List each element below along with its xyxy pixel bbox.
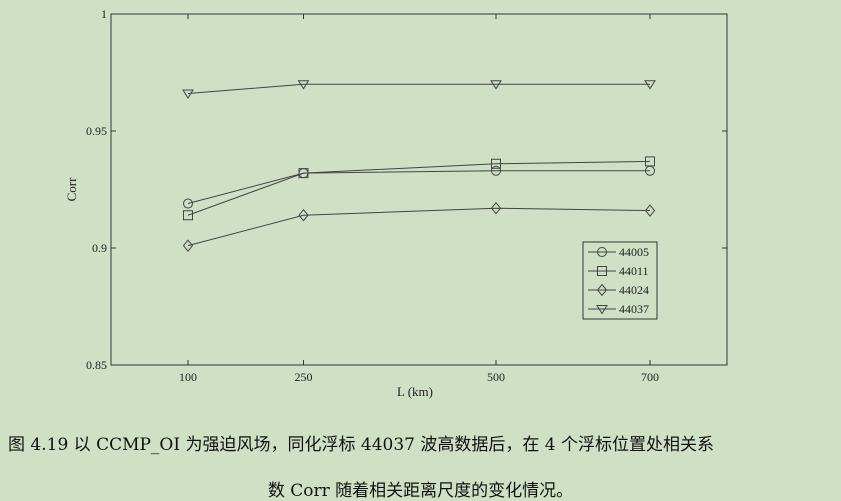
- data-point: [183, 198, 193, 209]
- legend-box: [582, 241, 658, 320]
- legend-marker: [596, 283, 608, 297]
- series-44005: [183, 165, 655, 209]
- legend-marker: [596, 305, 608, 315]
- y-tick-label: 0.95: [86, 124, 107, 138]
- x-tick-label: 500: [487, 370, 505, 384]
- y-tick-label: 1: [101, 7, 107, 21]
- series-line: [187, 207, 651, 247]
- data-point: [644, 204, 656, 217]
- legend-marker: [597, 247, 607, 257]
- series-line: [187, 170, 650, 205]
- data-point: [490, 201, 502, 215]
- data-point: [491, 158, 501, 169]
- series-layer: [182, 80, 656, 252]
- plot-frame: [110, 13, 728, 366]
- axes: 0.85 0.9 0.95 1 100 250 500 700 L (km) Corr: [64, 7, 728, 399]
- caption-line-2: 数 Corr 随着相关距离尺度的变化情况。: [267, 481, 574, 501]
- legend-label: 44024: [619, 283, 649, 297]
- caption-line-1: 图 4.19 以 CCMP_OI 为强迫风场，同化浮标 44037 波高数据后，…: [8, 435, 714, 455]
- series-44037: [182, 80, 656, 100]
- legend-label: 44037: [619, 302, 649, 316]
- legend-marker: [597, 266, 607, 276]
- legend-label: 44011: [619, 264, 649, 278]
- data-point: [297, 80, 310, 90]
- x-tick-label: 100: [179, 370, 197, 384]
- data-point: [645, 156, 655, 167]
- x-tick-label: 250: [295, 370, 313, 384]
- series-44024: [182, 201, 656, 252]
- data-point: [490, 80, 502, 90]
- data-point: [183, 210, 193, 221]
- x-axis-label: L (km): [397, 384, 433, 399]
- y-tick-label: 0.85: [86, 358, 107, 372]
- y-axis-label: Corr: [64, 177, 79, 202]
- data-point: [491, 165, 501, 176]
- data-point: [182, 89, 194, 100]
- series-line: [187, 83, 650, 95]
- x-tick-label: 700: [641, 370, 659, 384]
- data-point: [298, 208, 309, 222]
- legend: 44005 44011 44024 44037: [582, 241, 658, 320]
- legend-label: 44005: [619, 245, 649, 259]
- series-line: [187, 160, 651, 216]
- data-point: [298, 168, 309, 179]
- data-point: [182, 239, 194, 252]
- chart: 0.85 0.9 0.95 1 100 250 500 700 L (km) Corr 44005…: [64, 7, 728, 399]
- data-point: [644, 80, 656, 90]
- series-44011: [183, 156, 655, 221]
- y-tick-label: 0.9: [92, 241, 107, 255]
